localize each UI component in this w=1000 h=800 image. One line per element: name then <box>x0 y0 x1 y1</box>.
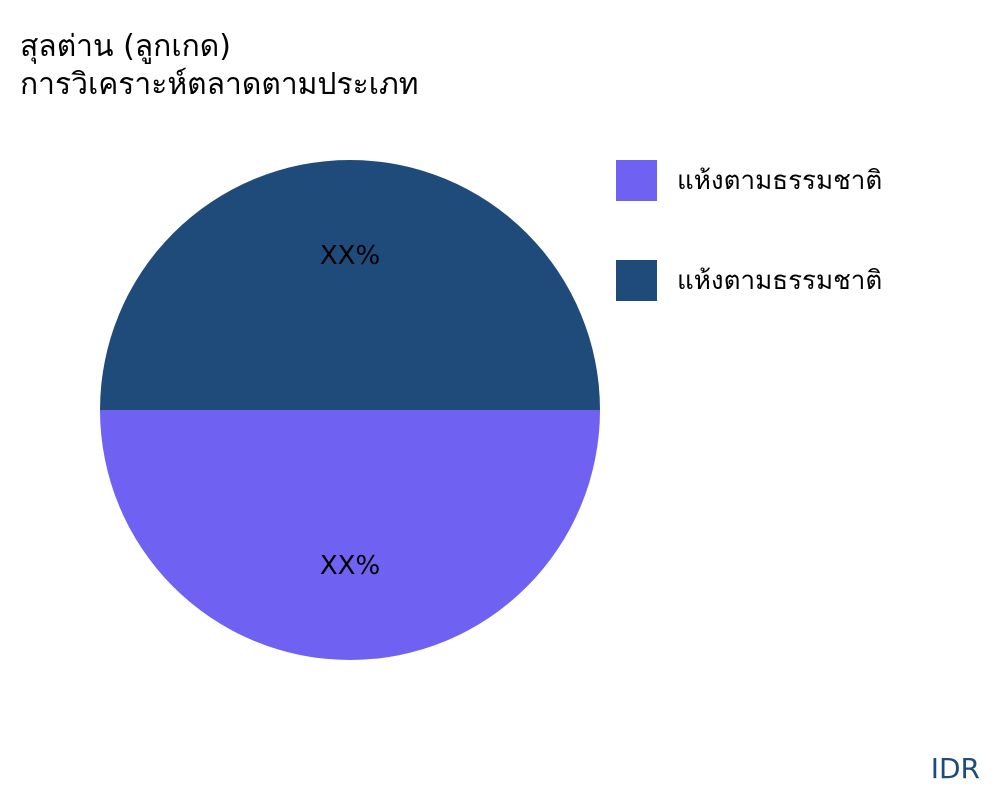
slice-data-label: XX% <box>320 551 380 581</box>
chart-subtitle: การวิเคราะห์ตลาดตามประเภท <box>20 67 419 102</box>
chart-title: สุลต่าน (ลูกเกด) <box>20 29 231 64</box>
legend-label: แห้งตามธรรมชาติ <box>677 166 883 196</box>
legend-swatch <box>616 160 657 201</box>
pie-slice <box>100 410 600 660</box>
legend-item: แห้งตามธรรมชาติ <box>616 260 882 301</box>
slice-data-label: XX% <box>320 241 380 271</box>
chart-title-block: สุลต่าน (ลูกเกด) การวิเคราะห์ตลาดตามประเ… <box>20 28 419 104</box>
legend-label: แห้งตามธรรมชาติ <box>677 266 883 296</box>
legend-item: แห้งตามธรรมชาติ <box>616 160 882 201</box>
pie-slice <box>100 160 600 410</box>
brand-logo-text: IDR <box>930 752 980 785</box>
legend-swatch <box>616 260 657 301</box>
